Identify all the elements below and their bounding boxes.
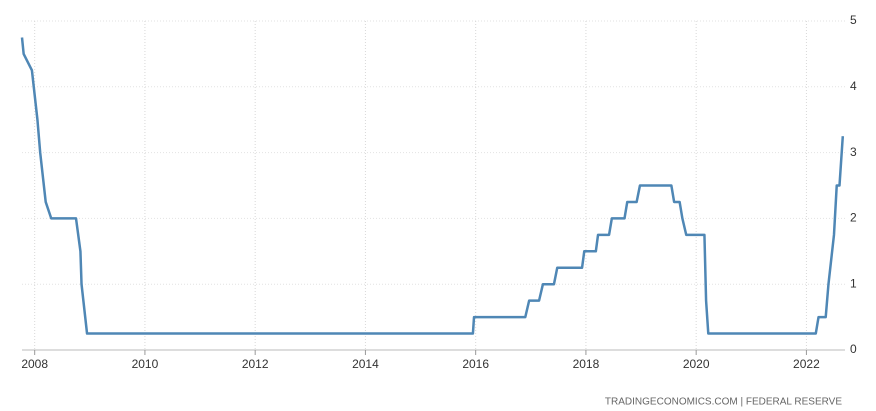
x-tick-label: 2008 bbox=[21, 357, 48, 371]
y-tick-label: 5 bbox=[850, 13, 857, 27]
line bbox=[20, 37, 845, 335]
y-tick-label: 4 bbox=[850, 79, 857, 93]
x-tick-label: 2012 bbox=[242, 357, 269, 371]
x-tick-label: 2020 bbox=[683, 357, 710, 371]
y-tick-label: 1 bbox=[850, 276, 857, 290]
source: TRADINGECONOMICS.COM | FEDERAL RESERVE bbox=[605, 397, 842, 408]
x-tick-label: 2016 bbox=[462, 357, 489, 371]
x-tick-label: 2018 bbox=[573, 357, 600, 371]
x-tick-label: 2014 bbox=[352, 357, 379, 371]
x-tick-label: 2022 bbox=[793, 357, 820, 371]
x-tick-label: 2010 bbox=[132, 357, 159, 371]
y-tick-label: 2 bbox=[850, 211, 857, 225]
y-tick-label: 0 bbox=[850, 342, 857, 356]
y-tick-label: 3 bbox=[850, 145, 857, 159]
